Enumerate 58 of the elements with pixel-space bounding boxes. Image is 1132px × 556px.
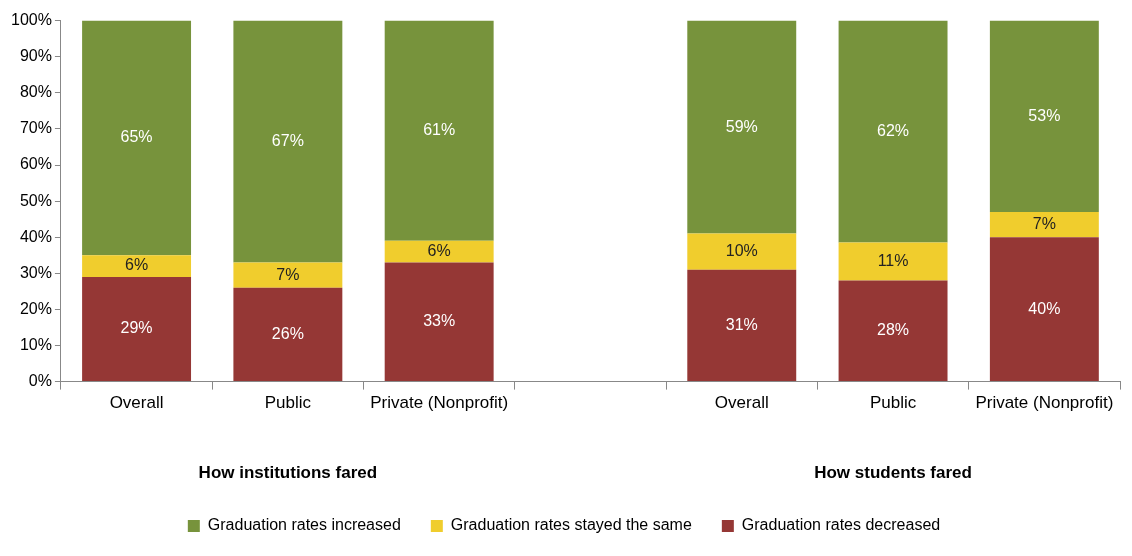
bar <box>233 262 343 288</box>
y-tick-label: 10% <box>19 335 52 353</box>
legend-label: Graduation rates stayed the same <box>450 516 692 534</box>
legend-label: Graduation rates decreased <box>741 516 941 534</box>
data-label: 7% <box>276 265 300 283</box>
bar <box>687 20 797 234</box>
data-label: 7% <box>1032 214 1056 232</box>
data-label: 33% <box>423 312 456 330</box>
data-label: 26% <box>271 324 304 342</box>
data-label: 65% <box>120 128 153 146</box>
bar <box>233 20 343 263</box>
data-label: 59% <box>725 117 758 135</box>
bar <box>384 240 494 263</box>
bar <box>838 242 948 281</box>
data-label: 40% <box>1028 299 1061 317</box>
bar <box>838 280 948 382</box>
y-tick-label: 40% <box>19 227 52 245</box>
data-label: 6% <box>125 256 149 274</box>
data-label: 6% <box>427 242 451 260</box>
x-tick-label: Overall <box>714 393 769 413</box>
x-tick-label: Private (Nonprofit) <box>975 393 1114 413</box>
bar <box>82 255 192 277</box>
x-tick-label: Private (Nonprofit) <box>370 393 509 413</box>
bar <box>82 276 192 382</box>
bar <box>233 287 343 382</box>
data-label: 61% <box>423 121 456 139</box>
y-tick-label: 20% <box>19 299 52 317</box>
data-label: 62% <box>877 122 910 140</box>
y-tick-label: 90% <box>19 47 52 65</box>
bar <box>838 20 948 243</box>
y-tick-label: 70% <box>19 119 52 137</box>
data-label: 29% <box>120 319 153 337</box>
bar <box>989 20 1099 212</box>
data-label: 28% <box>877 321 910 339</box>
data-label: 53% <box>1028 106 1061 124</box>
x-tick-label: Public <box>264 393 312 413</box>
bar <box>384 20 494 241</box>
legend-label: Graduation rates increased <box>207 516 401 534</box>
bar <box>82 20 192 256</box>
y-tick-label: 50% <box>19 191 52 209</box>
bar <box>687 269 797 382</box>
bar <box>687 233 797 270</box>
data-label: 10% <box>725 242 758 260</box>
y-tick-label: 30% <box>19 263 52 281</box>
y-tick-label: 100% <box>11 11 52 29</box>
y-tick-label: 80% <box>19 83 52 101</box>
data-label: 67% <box>271 131 304 149</box>
text: How institutions fared <box>198 463 378 483</box>
y-tick-label: 0% <box>28 372 52 390</box>
x-tick-label: Public <box>869 393 917 413</box>
bar <box>384 262 494 382</box>
text: How students fared <box>814 463 972 483</box>
bar <box>989 211 1099 238</box>
bar <box>989 237 1099 382</box>
y-tick-label: 60% <box>19 155 52 173</box>
data-label: 11% <box>877 251 909 269</box>
data-label: 31% <box>725 315 758 333</box>
x-tick-label: Overall <box>109 393 164 413</box>
